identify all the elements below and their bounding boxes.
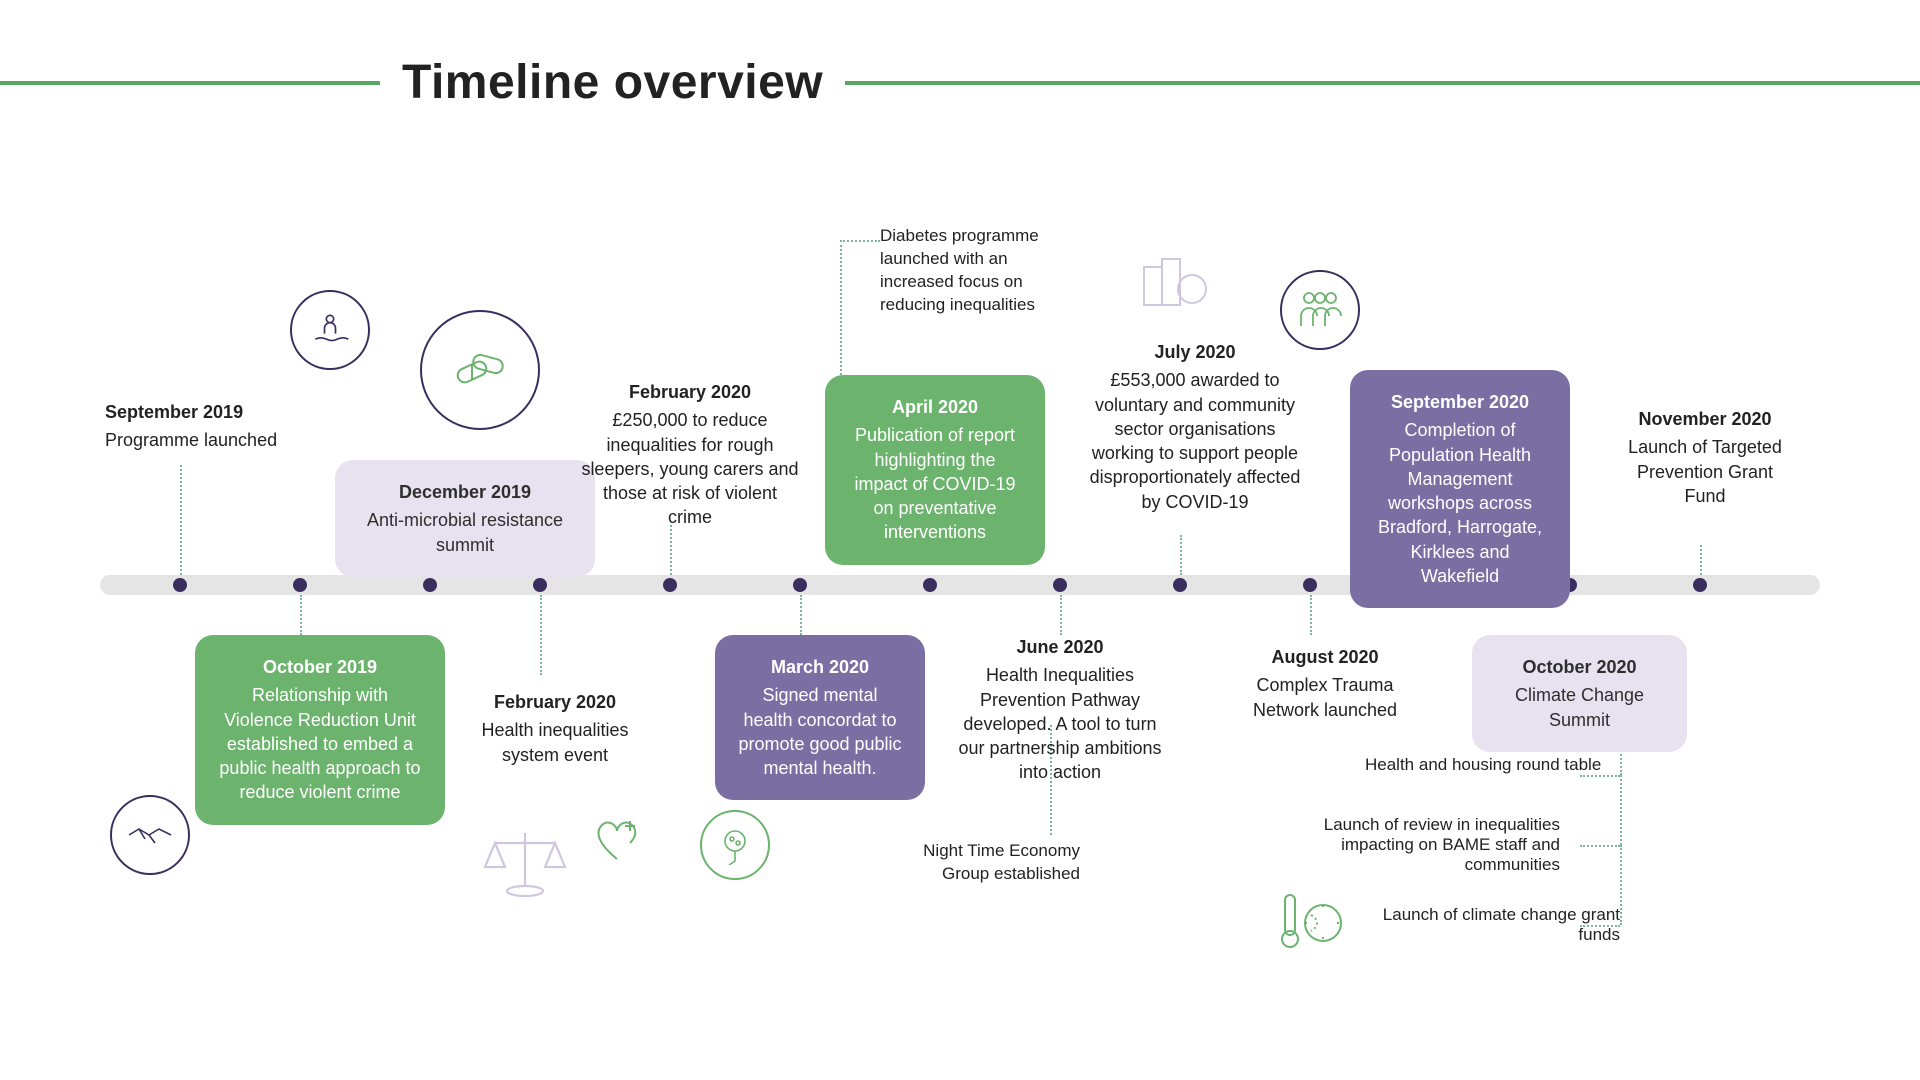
connector: [1180, 535, 1182, 575]
connector: [1620, 775, 1622, 845]
event-date: February 2020: [465, 690, 645, 714]
event-text: Relationship with Violence Reduction Uni…: [219, 685, 420, 802]
event-text: £553,000 awarded to voluntary and commun…: [1090, 370, 1301, 511]
connector: [670, 525, 672, 575]
event-date: July 2020: [1085, 340, 1305, 364]
hand-person-icon: [290, 290, 370, 370]
rule-right: [845, 81, 1920, 85]
handshake-icon: [110, 795, 190, 875]
axis-tick: [423, 578, 437, 592]
event-feb20a: February 2020 £250,000 to reduce inequal…: [580, 380, 800, 530]
connector: [800, 595, 802, 635]
connector: [840, 240, 842, 375]
event-date: March 2020: [737, 655, 903, 679]
sub-oct20-3: Launch of climate change grant funds: [1360, 905, 1620, 945]
event-date: September 2020: [1372, 390, 1548, 414]
connector: [840, 240, 880, 242]
event-text: Publication of report highlighting the i…: [854, 425, 1015, 542]
event-dec19: December 2019 Anti-microbial resistance …: [335, 460, 595, 577]
climate-icon: [1275, 885, 1345, 955]
connector: [540, 595, 542, 675]
event-text: £250,000 to reduce inequalities for roug…: [581, 410, 798, 527]
event-date: June 2020: [950, 635, 1170, 659]
event-nov20: November 2020 Launch of Targeted Prevent…: [1615, 407, 1795, 508]
event-mar20: March 2020 Signed mental health concorda…: [715, 635, 925, 800]
connector: [300, 595, 302, 635]
note-jun20: Night Time Economy Group established: [920, 840, 1080, 886]
connector: [1580, 775, 1620, 777]
event-jul20: July 2020 £553,000 awarded to voluntary …: [1085, 340, 1305, 514]
event-oct19: October 2019 Relationship with Violence …: [195, 635, 445, 825]
event-text: Climate Change Summit: [1515, 685, 1644, 729]
axis-tick: [1303, 578, 1317, 592]
event-text: Complex Trauma Network launched: [1253, 675, 1397, 719]
connector: [1580, 845, 1620, 847]
note-apr20: Diabetes programme launched with an incr…: [880, 225, 1060, 317]
sub-oct20-2: Launch of review in inequalities impacti…: [1300, 815, 1560, 875]
event-text: Launch of Targeted Prevention Grant Fund: [1628, 437, 1782, 506]
axis-tick: [1173, 578, 1187, 592]
axis-tick: [533, 578, 547, 592]
people-icon: [1280, 270, 1360, 350]
event-text: Anti-microbial resistance summit: [367, 510, 563, 554]
event-date: April 2020: [847, 395, 1023, 419]
pills-icon: [420, 310, 540, 430]
event-date: August 2020: [1225, 645, 1425, 669]
event-date: October 2020: [1494, 655, 1665, 679]
event-date: November 2020: [1615, 407, 1795, 431]
axis-tick: [293, 578, 307, 592]
event-feb20b: February 2020 Health inequalities system…: [465, 690, 645, 767]
page-title: Timeline overview: [402, 55, 823, 110]
event-text: Programme launched: [105, 430, 277, 450]
brain-icon: [700, 810, 770, 880]
axis-tick: [793, 578, 807, 592]
event-date: February 2020: [580, 380, 800, 404]
connector: [1620, 845, 1622, 925]
event-oct20: October 2020 Climate Change Summit: [1472, 635, 1687, 752]
connector: [1060, 595, 1062, 635]
scales-icon: [480, 825, 570, 905]
timeline-stage: September 2019 Programme launched Decemb…: [0, 145, 1920, 1025]
axis-tick: [1053, 578, 1067, 592]
event-sep19: September 2019 Programme launched: [105, 400, 277, 453]
rule-left: [0, 81, 380, 85]
event-text: Completion of Population Health Manageme…: [1378, 420, 1542, 586]
connector: [1310, 595, 1312, 635]
event-date: December 2019: [357, 480, 573, 504]
event-date: September 2019: [105, 400, 277, 424]
event-apr20: April 2020 Publication of report highlig…: [825, 375, 1045, 565]
event-date: October 2019: [217, 655, 423, 679]
axis-tick: [173, 578, 187, 592]
event-aug20: August 2020 Complex Trauma Network launc…: [1225, 645, 1425, 722]
axis-tick: [1693, 578, 1707, 592]
event-jun20: June 2020 Health Inequalities Prevention…: [950, 635, 1170, 785]
title-row: Timeline overview: [0, 55, 1920, 110]
event-text: Health Inequalities Prevention Pathway d…: [958, 665, 1161, 782]
event-sep20: September 2020 Completion of Population …: [1350, 370, 1570, 608]
axis-tick: [663, 578, 677, 592]
axis-tick: [923, 578, 937, 592]
sub-oct20-1: Health and housing round table: [1365, 755, 1601, 775]
event-text: Signed mental health concordat to promot…: [738, 685, 901, 778]
connector: [1700, 545, 1702, 575]
connector: [180, 465, 182, 575]
buildings-icon: [1140, 255, 1210, 310]
heart-plus-icon: [590, 815, 645, 865]
event-text: Health inequalities system event: [481, 720, 628, 764]
